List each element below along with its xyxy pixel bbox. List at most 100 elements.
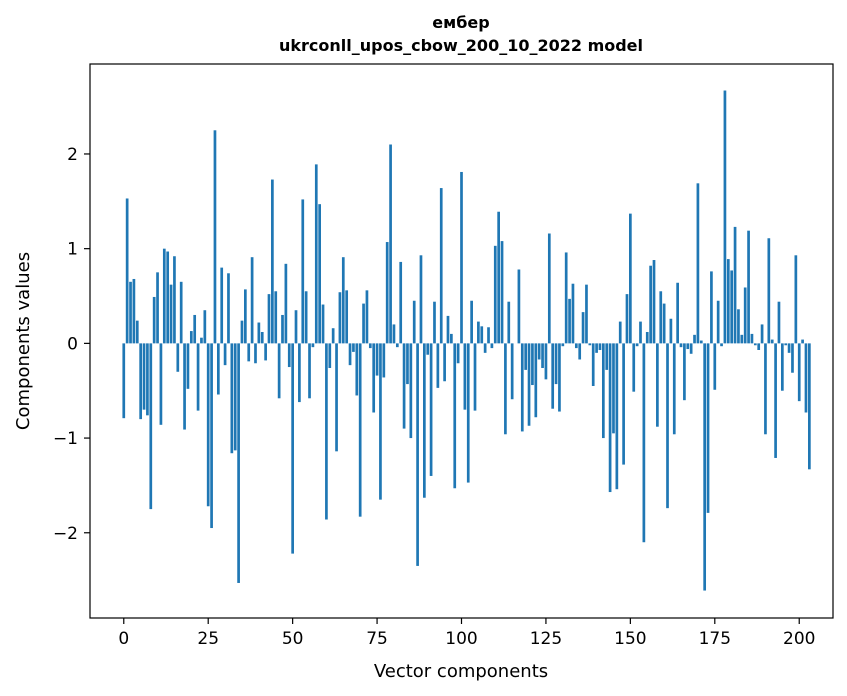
bar <box>743 287 747 344</box>
bar <box>287 343 291 368</box>
x-tick-label: 25 <box>197 629 219 649</box>
bar <box>196 343 200 411</box>
bar <box>601 343 605 439</box>
bar <box>429 343 433 476</box>
bar <box>703 343 707 591</box>
bar <box>733 226 737 344</box>
bar <box>446 315 450 344</box>
bar <box>699 340 703 344</box>
bar <box>791 343 794 373</box>
y-tick-label: 2 <box>67 145 78 165</box>
bar <box>666 343 669 509</box>
bar <box>436 343 440 388</box>
bar <box>547 233 551 344</box>
bar <box>706 343 710 513</box>
bar <box>510 343 514 400</box>
y-tick-label: −2 <box>53 524 78 544</box>
bar <box>210 343 213 529</box>
bar <box>753 343 757 346</box>
bar <box>443 343 446 382</box>
bar <box>264 343 267 361</box>
bar <box>193 314 197 344</box>
bar <box>213 130 217 344</box>
bar <box>372 343 376 413</box>
bar <box>571 283 575 344</box>
bar <box>365 290 369 344</box>
bar <box>659 291 663 344</box>
bar <box>416 343 419 566</box>
bar <box>764 343 767 435</box>
bar <box>612 343 615 434</box>
x-tick-label: 175 <box>699 629 731 649</box>
bar <box>618 321 622 344</box>
bar <box>176 343 180 372</box>
bar <box>379 343 382 500</box>
x-axis-label: Vector components <box>374 661 548 682</box>
bar <box>223 343 227 366</box>
bar <box>254 343 257 364</box>
bar <box>797 343 801 402</box>
bar <box>689 343 693 354</box>
bar <box>301 199 305 344</box>
bar <box>183 343 186 430</box>
bar <box>679 343 683 348</box>
bar <box>271 179 274 344</box>
bar <box>392 324 396 344</box>
bar <box>730 270 734 344</box>
bar <box>142 343 146 410</box>
bar <box>683 343 686 401</box>
bar <box>206 343 210 507</box>
bar <box>281 314 284 344</box>
bar <box>216 343 220 395</box>
bar <box>220 267 224 344</box>
bar <box>125 198 129 344</box>
x-tick-label: 200 <box>783 629 815 649</box>
bar <box>466 343 470 483</box>
bar <box>352 343 355 352</box>
bar <box>233 343 237 451</box>
x-tick-label: 100 <box>445 629 477 649</box>
bar <box>179 281 183 344</box>
x-axis: 0 25 50 75 100 125 150 175 200 <box>118 618 815 649</box>
bar <box>622 343 625 465</box>
bar <box>419 255 423 344</box>
bar <box>132 278 136 344</box>
bar <box>625 294 629 344</box>
bar <box>564 252 568 344</box>
bar <box>473 343 477 411</box>
bar <box>244 289 247 344</box>
bar <box>460 171 463 344</box>
bar <box>774 343 777 458</box>
chart-title-line1: ембер <box>432 13 489 32</box>
bar <box>389 144 392 344</box>
bar <box>355 343 359 396</box>
bar <box>561 343 565 347</box>
bar <box>152 296 156 344</box>
bar <box>784 343 788 346</box>
bar <box>409 343 413 439</box>
bar <box>362 303 365 344</box>
y-tick-label: −1 <box>53 429 78 449</box>
bar <box>787 343 791 353</box>
bar <box>652 260 656 344</box>
bar <box>642 343 646 543</box>
bar <box>804 343 808 413</box>
bar <box>608 343 612 493</box>
bar <box>162 248 166 344</box>
bar <box>399 261 403 344</box>
bar <box>237 343 240 583</box>
x-tick-label: 150 <box>614 629 646 649</box>
bar <box>672 343 676 435</box>
bar <box>227 273 230 344</box>
bar <box>274 291 278 344</box>
bar <box>581 312 585 344</box>
x-tick-label: 50 <box>282 629 304 649</box>
bar <box>308 343 311 399</box>
bar <box>402 343 406 429</box>
bar <box>358 343 362 517</box>
bar <box>203 310 207 344</box>
bar <box>406 343 409 385</box>
bar <box>808 343 811 470</box>
bar <box>277 343 281 399</box>
bar <box>649 265 652 344</box>
